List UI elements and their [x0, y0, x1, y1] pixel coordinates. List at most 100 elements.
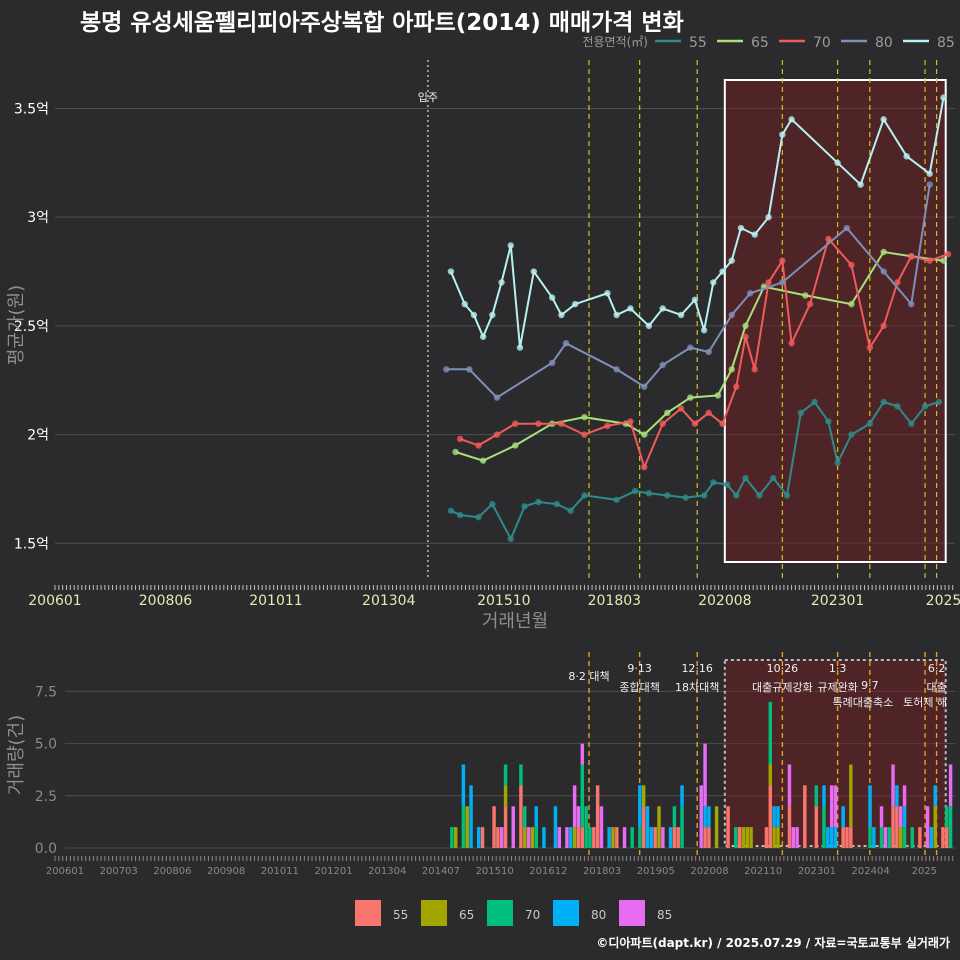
legend-label-55: 55: [689, 35, 707, 51]
bar-65: [768, 764, 773, 786]
bar-55: [945, 827, 949, 848]
bar-65: [933, 806, 937, 848]
y-tick-label: 3.5억: [14, 101, 49, 117]
data-point-85: [788, 116, 795, 123]
data-point-80: [880, 268, 887, 275]
bar-85: [699, 785, 703, 848]
data-point-80: [562, 340, 570, 347]
bar-65: [714, 806, 719, 848]
bar-80: [534, 806, 538, 828]
bar-65: [849, 764, 853, 828]
x-tick-label: 200601: [28, 593, 81, 609]
bar-55: [653, 827, 657, 848]
data-point-70: [719, 420, 726, 427]
data-point-70: [604, 422, 611, 430]
x2-tick-label: 200908: [207, 866, 245, 877]
x2-tick-label: 202110: [744, 866, 782, 877]
bar-70: [519, 764, 523, 786]
bar-80: [649, 827, 654, 848]
y-tick-label: 1.5억: [14, 536, 49, 552]
data-point-55: [475, 513, 482, 521]
data-point-65: [512, 442, 519, 449]
data-point-70: [825, 235, 832, 243]
bar-80: [902, 806, 907, 828]
data-point-70: [788, 340, 795, 347]
x2-tick-label: 202404: [852, 866, 890, 877]
bar-70: [768, 701, 773, 765]
data-point-55: [935, 398, 943, 406]
x2-tick-label: 201201: [314, 866, 352, 877]
bar-85: [925, 806, 930, 848]
series-line-55: [450, 400, 940, 542]
bar-65: [453, 827, 458, 848]
data-point-70: [475, 442, 482, 449]
legend-label-80: 80: [875, 35, 893, 51]
policy-label: 9·13: [627, 662, 652, 675]
y2-tick-label: 2.5: [35, 789, 57, 805]
data-point-85: [479, 333, 487, 340]
data-point-70: [558, 420, 565, 427]
data-point-80: [705, 348, 712, 356]
bar-55: [707, 827, 711, 848]
data-point-85: [834, 159, 841, 167]
bar-80: [476, 827, 481, 848]
bar-70: [523, 806, 527, 828]
bar-65: [641, 785, 646, 807]
x-tick-label: 202301: [811, 593, 864, 609]
bar-80: [638, 785, 642, 828]
bar-55: [895, 806, 899, 848]
bar-65: [772, 827, 776, 848]
x2-tick-label: 201011: [261, 866, 299, 877]
bar-55: [480, 827, 485, 848]
data-point-80: [641, 383, 648, 390]
x-tick-label: 202008: [698, 593, 751, 609]
bar-80: [929, 827, 934, 848]
y-tick-label: 2억: [27, 428, 49, 444]
data-point-80: [746, 290, 754, 297]
bar-85: [599, 806, 604, 848]
y2-tick-label: 7.5: [35, 684, 57, 700]
y-tick-label: 3억: [27, 210, 49, 226]
legend2-swatch-70: [487, 900, 513, 926]
bar-55: [841, 827, 845, 848]
data-point-70: [641, 463, 648, 471]
bar-80: [872, 827, 876, 848]
x-tick-label: 201011: [249, 593, 302, 609]
bar-55: [764, 827, 769, 848]
series-line-70: [459, 236, 949, 471]
bar-55: [576, 827, 581, 848]
x-tick-label: 201510: [477, 593, 530, 609]
bar-65: [611, 827, 615, 848]
policy-label: 18차대책: [675, 681, 719, 694]
data-point-65: [728, 366, 735, 373]
bar-55: [918, 827, 922, 848]
y-axis-label: 평균가(원): [6, 285, 27, 365]
highlight-region: [723, 79, 947, 563]
x2-tick-label: 201304: [368, 866, 406, 877]
data-point-55: [682, 494, 689, 501]
bar-85: [787, 764, 792, 807]
policy-label: 규제완화: [817, 681, 857, 694]
data-point-70: [742, 333, 749, 340]
bar-85: [661, 827, 665, 848]
policy-label: 8·2 대책: [568, 670, 609, 683]
data-point-55: [535, 498, 542, 506]
bar-85: [511, 806, 515, 848]
data-point-55: [769, 474, 777, 482]
y-tick-label: 2.5억: [14, 319, 49, 335]
data-point-70: [848, 261, 855, 269]
x2-tick-label: 201905: [637, 866, 675, 877]
data-point-70: [926, 257, 933, 264]
bar-80: [703, 806, 707, 828]
data-point-85: [613, 311, 620, 319]
data-point-55: [908, 420, 915, 427]
data-point-85: [737, 224, 745, 232]
bar-70: [868, 827, 872, 848]
bar-55: [787, 806, 792, 848]
series-line-85: [449, 97, 945, 348]
data-point-65: [479, 457, 487, 464]
data-point-85: [779, 131, 786, 138]
bar-70: [948, 806, 953, 848]
policy-label: 특례대출축소: [833, 696, 894, 709]
